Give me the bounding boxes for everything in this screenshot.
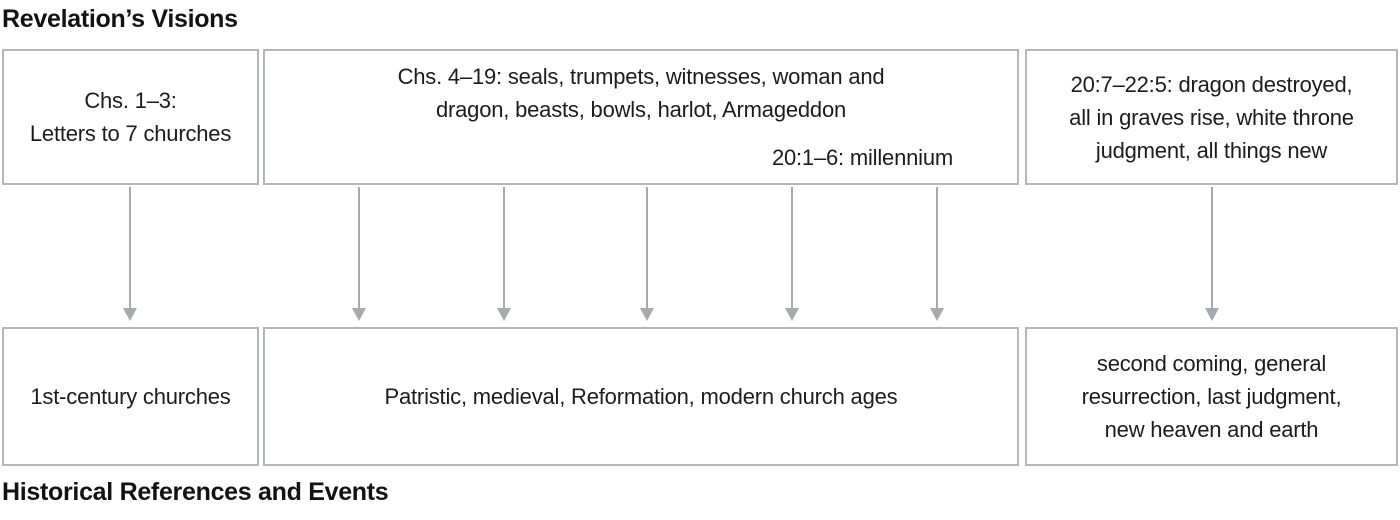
down-arrow-icon — [785, 187, 799, 321]
down-arrow-head — [123, 308, 137, 321]
visions-box-final-text: 20:7–22:5: dragon destroyed, all in grav… — [1069, 71, 1354, 163]
visions-millennium-note: 20:1–6: millennium — [771, 145, 953, 170]
down-arrow-head — [1205, 308, 1219, 321]
down-arrow-shaft — [936, 187, 938, 308]
history-box-final: second coming, general resurrection, las… — [1025, 327, 1398, 466]
history-box-churches-text: 1st-century churches — [30, 384, 231, 409]
visions-box-letters: Chs. 1–3: Letters to 7 churches — [2, 49, 259, 185]
visions-box-letters-text: Chs. 1–3: Letters to 7 churches — [29, 88, 232, 146]
down-arrow-icon — [930, 187, 944, 321]
down-arrow-head — [640, 308, 654, 321]
down-arrow-shaft — [503, 187, 505, 308]
down-arrow-icon — [123, 187, 137, 321]
down-arrow-head — [930, 308, 944, 321]
down-arrow-head — [497, 308, 511, 321]
history-box-final-text: second coming, general resurrection, las… — [1081, 351, 1342, 442]
visions-heading: Revelation’s Visions — [2, 5, 238, 33]
down-arrow-shaft — [646, 187, 648, 308]
history-box-ages: Patristic, medieval, Reformation, modern… — [263, 327, 1019, 466]
down-arrow-shaft — [129, 187, 131, 308]
history-box-ages-text: Patristic, medieval, Reformation, modern… — [384, 384, 898, 409]
down-arrow-shaft — [1211, 187, 1213, 308]
history-heading: Historical References and Events — [2, 478, 389, 506]
visions-box-main-text: Chs. 4–19: seals, trumpets, witnesses, w… — [397, 64, 885, 122]
visions-box-main: Chs. 4–19: seals, trumpets, witnesses, w… — [263, 49, 1019, 185]
down-arrow-head — [352, 308, 366, 321]
down-arrow-icon — [1205, 187, 1219, 321]
down-arrow-shaft — [791, 187, 793, 308]
down-arrow-shaft — [358, 187, 360, 308]
down-arrow-icon — [352, 187, 366, 321]
down-arrow-icon — [640, 187, 654, 321]
history-box-churches: 1st-century churches — [2, 327, 259, 466]
down-arrow-head — [785, 308, 799, 321]
down-arrow-icon — [497, 187, 511, 321]
visions-box-final: 20:7–22:5: dragon destroyed, all in grav… — [1025, 49, 1398, 185]
